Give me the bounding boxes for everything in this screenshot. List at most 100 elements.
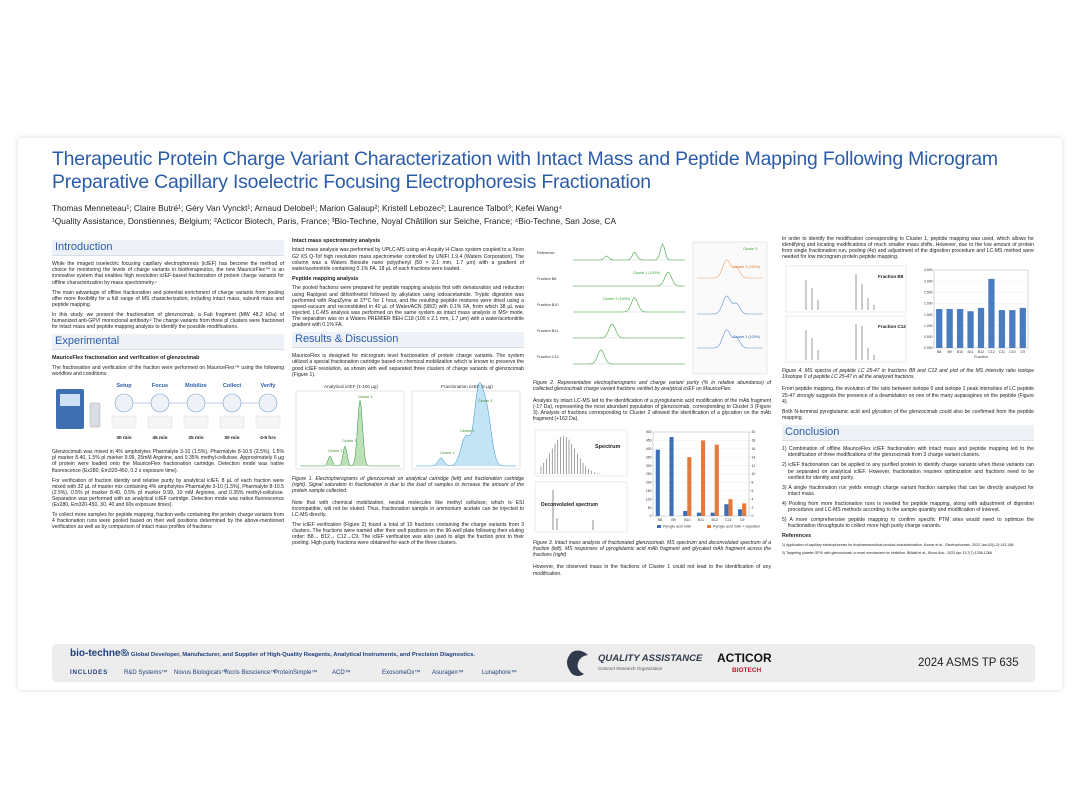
y2-tick-label: 2: [752, 506, 754, 510]
step-detail: [111, 416, 137, 429]
subheading: Intact mass spectrometry analysis: [292, 238, 381, 244]
column-4: In order to identify the modification co…: [782, 236, 1034, 559]
panel-label: Spectrum: [595, 444, 620, 450]
spectrum-panel: [785, 316, 907, 363]
y2-tick-label: 20: [752, 431, 756, 435]
step-label: Verify: [261, 383, 277, 389]
paragraph: However, the observed mass in the fracti…: [533, 564, 771, 577]
partner: Lunaphore™: [482, 669, 517, 676]
paragraph: The fractionation and verification of th…: [52, 364, 284, 378]
y-tick-label: 200: [646, 481, 652, 485]
bar: [1009, 310, 1016, 349]
step-icon: [222, 393, 242, 413]
step-time: 45 min: [152, 435, 167, 441]
section-heading: Results & Discussion: [292, 332, 524, 349]
y-tick-label: 150: [646, 489, 652, 493]
reference: 1) Application of capillary electrophore…: [782, 542, 1014, 547]
conclusion-item: 4) Pooling from more fractionation runs …: [782, 500, 1034, 514]
panel-title: Analytical icIEF (1-100 µg): [324, 384, 378, 389]
step-icon: [186, 393, 206, 413]
purity-label: Cluster 3: [743, 247, 757, 251]
column-3: Reference Fraction B8 Fraction B10 Fraction…: [533, 236, 771, 581]
peak-label: Cluster 3: [358, 395, 372, 399]
trace-label: Fraction B8: [537, 277, 556, 281]
qa-name: QUALITY ASSISTANCE: [598, 653, 703, 664]
y-tick-label: 450: [646, 439, 652, 443]
conclusion-item: 3) A single fractionation run yields eno…: [782, 484, 1034, 497]
x-tick-label: B8: [937, 350, 941, 354]
subheading: References: [782, 533, 812, 540]
bar: [687, 457, 692, 517]
x-tick-label: C10: [1009, 350, 1016, 354]
trace: [573, 349, 685, 365]
bar: [946, 309, 953, 349]
poster-id: 2024 ASMS TP 635: [918, 657, 1019, 669]
x-tick-label: B10: [684, 518, 690, 522]
step-icon: [150, 393, 170, 413]
x-tick-label: C9: [740, 518, 745, 522]
step-detail: [219, 416, 245, 429]
bar: [998, 310, 1006, 349]
bar: [988, 279, 995, 349]
step-time: 4-5 hrs: [260, 435, 276, 441]
y-tick-label: 250: [646, 473, 652, 477]
figure-2: Reference Fraction B8 Fraction B10 Fraction…: [537, 241, 768, 375]
bar: [738, 509, 743, 517]
spectrum-panel: [785, 266, 907, 313]
y2-tick-label: 14: [752, 456, 756, 460]
paragraph: Both N-terminal pyroglutamic acid and gl…: [782, 408, 1034, 421]
legend-label: Pyroglu acid mAb + Glycation: [713, 525, 760, 529]
x-tick-label: C11: [999, 350, 1005, 354]
y2-tick-label: 12: [752, 464, 756, 468]
y-tick-label: 1.500: [924, 313, 933, 317]
paragraph: The pooled fractions were prepared for p…: [292, 285, 524, 329]
deconvoluted-panel: [534, 482, 628, 533]
x-tick-label: C12: [988, 350, 995, 354]
step-time: 25 min: [188, 435, 203, 441]
zoom-trace: [697, 329, 763, 349]
panel-title: Fractionation icIEF (5 µg): [441, 384, 493, 389]
y2-tick-label: 4: [752, 498, 754, 502]
x-tick-label: B11: [967, 350, 973, 354]
y-tick-label: 0: [650, 515, 652, 519]
subheading: MauriceFlex fractionation and verificati…: [52, 355, 200, 362]
paragraph: While the imaged isoelectric focusing ca…: [52, 261, 284, 286]
paragraph: Glenzocimab was mixed in 4% ampholytes P…: [52, 449, 284, 474]
trace-label: Fraction B10: [537, 303, 559, 307]
zoom-panel: [692, 241, 768, 375]
peak-label: Cluster 1: [440, 451, 454, 455]
column-2: Intact mass spectrometry analysis Intact …: [292, 236, 524, 551]
figure-4: Fraction B8 Fraction C12 0.000 0.500 1.000 1.…: [785, 266, 1029, 363]
y2-tick-label: 10: [752, 473, 756, 477]
legend-swatch: [657, 525, 661, 529]
qa-logo: [567, 650, 588, 676]
section-heading: Introduction: [52, 240, 284, 257]
x-axis-label: Fraction: [974, 355, 988, 359]
y-tick-label: 1.000: [924, 324, 933, 328]
step-label: Collect: [223, 383, 242, 389]
y-tick-label: 3.500: [924, 269, 933, 273]
brand: bio-techne®: [70, 648, 129, 659]
purity-label: Cluster 2 (100%): [603, 297, 630, 301]
purity-label: Cluster 1 (100%): [733, 335, 760, 339]
y2-tick-label: 16: [752, 447, 756, 451]
poster: [18, 138, 1062, 690]
bar: [696, 513, 701, 517]
paragraph: Analysis by intact LC-MS led to the iden…: [533, 398, 771, 423]
bar: [936, 309, 943, 349]
cartridge: [89, 402, 101, 428]
y-tick-label: 2.500: [924, 291, 933, 295]
ms-spectrum: [540, 436, 623, 475]
bar: [701, 440, 706, 517]
y-tick-label: 0.500: [924, 335, 933, 339]
acticor-sub: BIOTECH: [732, 667, 762, 674]
y-tick-label: 0.000: [924, 347, 933, 351]
y2-tick-label: 8: [752, 481, 754, 485]
qa-sub: Contract Research Organization: [598, 666, 663, 671]
partner: R&D Systems™: [124, 669, 167, 676]
peak-label: Cluster 2: [460, 429, 474, 433]
step-label: Focus: [152, 383, 168, 389]
conclusion-item: 2) icIEF fractionation can be applied to…: [782, 462, 1034, 481]
